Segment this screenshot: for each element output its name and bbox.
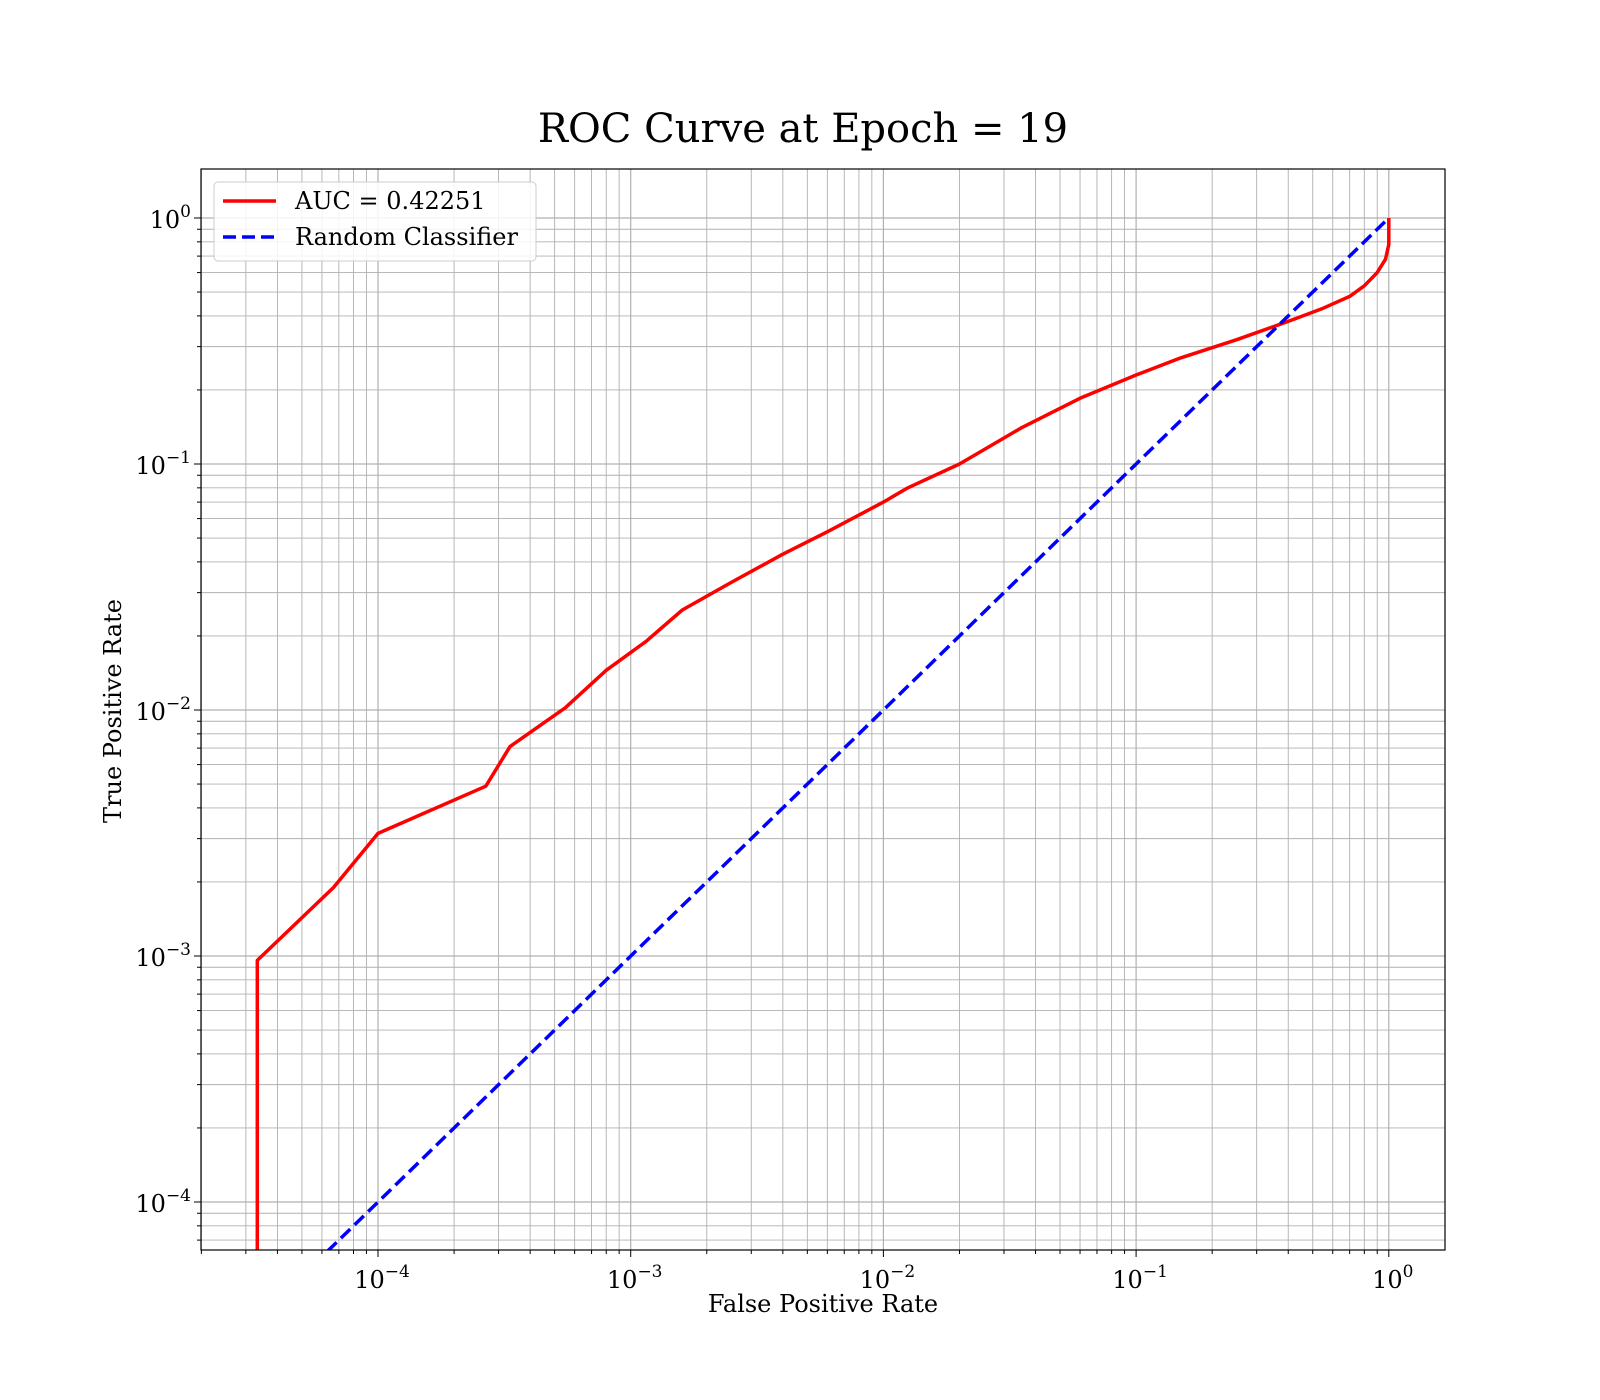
y-tick-label: 10−2 [135,694,191,726]
axis-ticks: 10−4 10−3 10−2 10−1 100 10−4 10−3 10−2 10−1 100 [135,202,1413,1294]
chart-title: ROC Curve at Epoch = 19 [538,106,1068,152]
x-tick-label: 100 [1372,1262,1413,1294]
random-classifier-line [326,216,1391,1250]
y-tick-label: 10−3 [135,940,191,972]
roc-curve-line [255,218,1391,1250]
plot-lines [255,216,1391,1250]
grid-lines [200,169,1445,1250]
y-axis-label: True Positive Rate [99,599,127,823]
y-tick-label: 10−1 [135,448,191,480]
legend-label: Random Classifier [295,223,518,251]
legend-label: AUC = 0.42251 [294,187,486,215]
x-axis-label: False Positive Rate [708,1290,938,1318]
legend-box [213,181,537,262]
y-tick-label: 10−4 [135,1186,191,1218]
legend: AUC = 0.42251 Random Classifier [213,181,537,262]
x-tick-label: 10−3 [607,1262,663,1294]
x-tick-label: 10−1 [1112,1262,1168,1294]
x-tick-label: 10−4 [354,1262,410,1294]
y-tick-label: 100 [150,202,191,234]
x-tick-label: 10−2 [860,1262,916,1294]
